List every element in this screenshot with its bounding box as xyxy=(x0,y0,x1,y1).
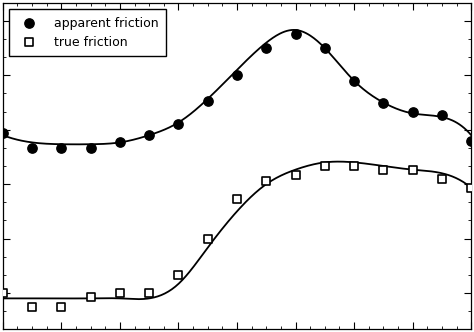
apparent friction xyxy=(467,138,474,143)
true friction xyxy=(321,163,328,169)
apparent friction xyxy=(350,78,358,83)
true friction xyxy=(28,305,36,310)
true friction xyxy=(87,294,94,299)
true friction xyxy=(467,185,474,191)
apparent friction xyxy=(57,145,65,150)
apparent friction xyxy=(146,132,153,138)
true friction xyxy=(174,272,182,278)
apparent friction xyxy=(174,122,182,127)
apparent friction xyxy=(380,100,387,105)
Legend: apparent friction, true friction: apparent friction, true friction xyxy=(9,9,166,56)
apparent friction xyxy=(321,45,328,51)
true friction xyxy=(57,305,65,310)
apparent friction xyxy=(116,140,124,145)
true friction xyxy=(0,290,7,295)
true friction xyxy=(438,176,446,181)
apparent friction xyxy=(292,31,300,36)
true friction xyxy=(380,167,387,172)
apparent friction xyxy=(0,131,7,136)
apparent friction xyxy=(204,98,211,103)
true friction xyxy=(204,236,211,241)
true friction xyxy=(409,167,417,172)
true friction xyxy=(350,163,358,169)
apparent friction xyxy=(438,113,446,118)
true friction xyxy=(116,290,124,295)
apparent friction xyxy=(233,73,241,78)
apparent friction xyxy=(263,45,270,51)
apparent friction xyxy=(28,145,36,150)
true friction xyxy=(263,178,270,183)
true friction xyxy=(233,196,241,201)
true friction xyxy=(292,172,300,178)
apparent friction xyxy=(87,145,94,150)
apparent friction xyxy=(409,109,417,114)
true friction xyxy=(146,290,153,295)
